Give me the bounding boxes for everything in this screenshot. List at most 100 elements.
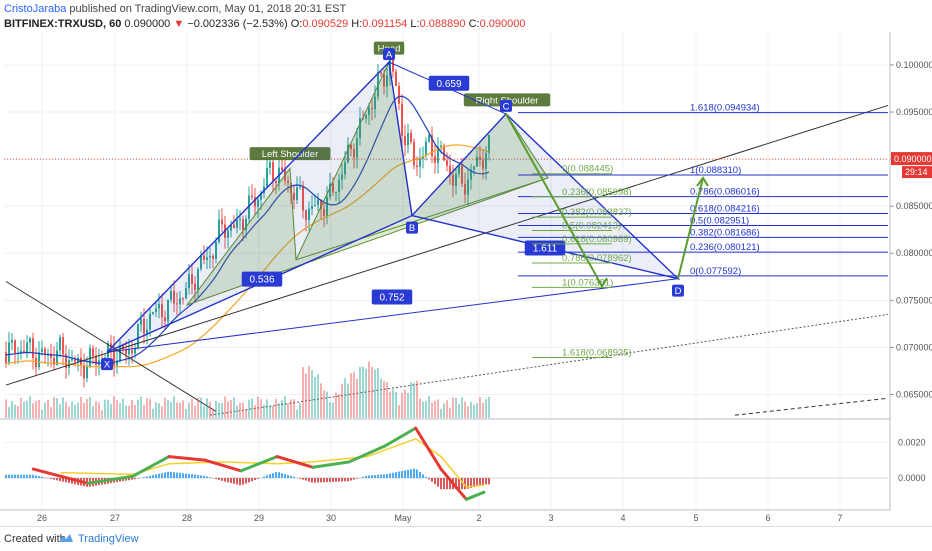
macd-histogram-bar <box>404 470 406 478</box>
volume-bar <box>380 379 382 418</box>
macd-histogram-bar <box>365 476 367 478</box>
macd-histogram-bar <box>362 477 364 478</box>
candle-body <box>413 142 415 165</box>
volume-bar <box>212 409 214 418</box>
macd-histogram-bar <box>407 470 409 478</box>
candle-body <box>50 353 52 357</box>
macd-histogram-bar <box>191 474 193 478</box>
macd-histogram-bar <box>419 472 421 478</box>
candle-body <box>266 168 268 187</box>
volume-bar <box>227 402 229 418</box>
volume-bar <box>191 399 193 418</box>
candle-body <box>272 162 274 181</box>
volume-bar <box>20 398 22 418</box>
macd-histogram-bar <box>320 478 322 482</box>
volume-bar <box>431 403 433 418</box>
fib-level-label: 0.382(0.081686) <box>690 227 760 238</box>
candle-body <box>221 220 223 225</box>
volume-bar <box>116 400 118 418</box>
volume-bar <box>176 402 178 418</box>
macd-histogram-bar <box>35 475 37 478</box>
volume-bar <box>377 368 379 418</box>
fib-level-label: 0.618(0.084216) <box>690 204 760 215</box>
change-arrow: ▼ <box>173 18 184 30</box>
volume-bar <box>401 393 403 418</box>
macd-histogram-bar <box>287 475 289 478</box>
ratio-label-text: 0.536 <box>249 275 274 286</box>
volume-bar <box>248 400 250 418</box>
ratio-label-text: 0.659 <box>436 79 461 90</box>
candle-body <box>95 356 97 365</box>
volume-bar <box>53 397 55 418</box>
macd-histogram-bar <box>170 472 172 478</box>
tradingview-brand[interactable]: TradingView <box>78 527 139 551</box>
macd-histogram-bar <box>233 478 235 484</box>
volume-bar <box>140 397 142 418</box>
published-text: published on TradingView.com, May 01, 20… <box>69 3 346 15</box>
pattern-point-c: C <box>500 100 512 113</box>
volume-bar <box>26 401 28 418</box>
macd-histogram-bar <box>155 474 157 478</box>
volume-bar <box>44 403 46 418</box>
price-tick-label: 0.070000 <box>896 342 932 352</box>
macd-histogram-bar <box>308 478 310 482</box>
macd-histogram-bar <box>434 478 436 484</box>
time-tick-label: 29 <box>254 513 264 523</box>
volume-bar <box>443 403 445 418</box>
pattern-point-d: D <box>672 285 684 298</box>
countdown-text: 29:14 <box>905 167 928 177</box>
volume-bar <box>14 405 16 418</box>
macd-histogram-bar <box>443 478 445 489</box>
macd-histogram-bar <box>251 478 253 481</box>
price-tick-label: 0.095000 <box>896 107 932 117</box>
candle-body <box>446 160 448 165</box>
macd-histogram-bar <box>284 474 286 478</box>
candle-body <box>41 349 43 353</box>
candle <box>413 139 415 170</box>
volume-bar <box>128 406 130 418</box>
macd-histogram-bar <box>416 469 418 478</box>
macd-histogram-bar <box>377 475 379 478</box>
candle-body <box>428 135 430 141</box>
volume-bar <box>290 399 292 418</box>
time-tick-label: 26 <box>37 513 47 523</box>
macd-histogram-bar <box>374 475 376 478</box>
volume-bar <box>353 372 355 418</box>
candle-body <box>434 156 436 163</box>
price-chart[interactable]: Left ShoulderHeadRight Shoulder0.6590.53… <box>0 0 932 526</box>
macd-histogram-bar <box>356 478 358 479</box>
candle-body <box>38 352 40 367</box>
symbol-label[interactable]: BITFINEX:TRXUSD, 60 <box>4 18 121 30</box>
macd-histogram-bar <box>167 472 169 478</box>
candle-body <box>35 358 37 367</box>
volume-bar <box>482 403 484 418</box>
ohlc-low-value: 0.088890 <box>420 18 466 30</box>
macd-histogram-bar <box>11 475 13 478</box>
volume-bar <box>323 390 325 418</box>
macd-histogram-bar <box>380 475 382 478</box>
macd-histogram-bar <box>332 478 334 482</box>
volume-bar <box>350 373 352 418</box>
volume-bar <box>281 400 283 418</box>
volume-bar <box>293 399 295 418</box>
macd-histogram-bar <box>371 475 373 478</box>
volume-bar <box>173 396 175 418</box>
author-link[interactable]: CristoJaraba <box>4 3 66 15</box>
pattern-point-a: A <box>383 48 395 61</box>
macd-histogram-bar <box>401 471 403 478</box>
fib-level-label: 0.618(0.080989) <box>562 234 632 245</box>
volume-bar <box>98 403 100 418</box>
macd-histogram-bar <box>194 475 196 478</box>
macd-histogram-bar <box>173 472 175 478</box>
volume-bar <box>458 404 460 418</box>
macd-histogram-bar <box>350 478 352 481</box>
ratio-label-text: 0.752 <box>379 292 404 303</box>
macd-histogram-bar <box>257 478 259 479</box>
volume-bar <box>299 403 301 418</box>
volume-bar <box>389 392 391 418</box>
volume-bar <box>254 405 256 418</box>
footer-bar: Created with TradingView <box>0 526 932 551</box>
volume-bar <box>242 403 244 418</box>
macd-histogram-bar <box>440 478 442 489</box>
volume-bar <box>161 406 163 418</box>
